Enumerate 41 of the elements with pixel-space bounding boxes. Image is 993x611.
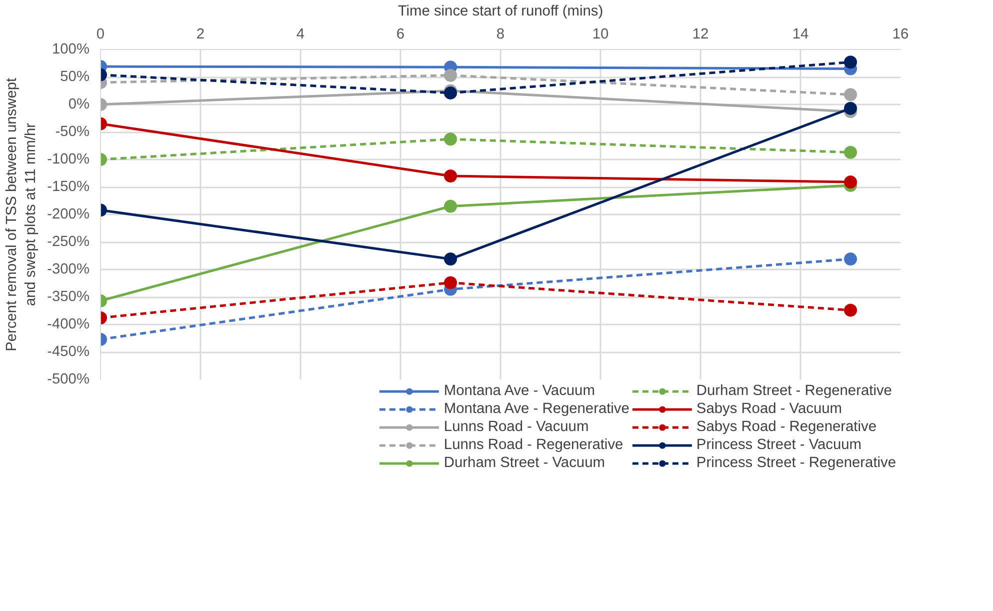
x-axis-title: Time since start of runoff (mins) [398, 4, 604, 20]
y-tick-label: -500% [47, 372, 90, 388]
x-tick-label: 10 [592, 26, 609, 42]
y-tick-label: -450% [47, 344, 90, 360]
legend-label: Durham Street - Vacuum [444, 455, 605, 471]
legend-label: Lunns Road - Regenerative [444, 437, 624, 453]
legend-label: Princess Street - Regenerative [696, 455, 896, 471]
legend-label: Princess Street - Vacuum [696, 437, 862, 453]
legend-label: Lunns Road - Vacuum [444, 419, 589, 435]
x-tick-label: 6 [396, 26, 405, 42]
point [844, 252, 857, 266]
legend-label: Durham Street - Regenerative [696, 383, 892, 399]
x-tick-label: 8 [496, 26, 505, 42]
y-tick-label: -50% [55, 124, 90, 140]
y-tick-label: 100% [52, 42, 90, 58]
point [844, 88, 857, 102]
x-tick-label: 0 [96, 26, 105, 42]
legend-label: Montana Ave - Regenerative [444, 401, 630, 417]
y-tick-label: 50% [60, 69, 90, 85]
y-tick-label: -300% [47, 262, 90, 278]
point [844, 304, 857, 317]
x-tick-label: 14 [792, 26, 809, 42]
x-tick-label: 16 [892, 26, 909, 42]
x-tick-label: 4 [296, 26, 305, 42]
y-tick-label: -200% [47, 206, 90, 222]
y-tick-label: -350% [47, 289, 90, 305]
y-tick-label: 0% [68, 96, 90, 112]
x-tick-label: 12 [692, 26, 709, 42]
legend-label: Montana Ave - Vacuum [444, 383, 595, 399]
y-tick-label: -150% [47, 179, 90, 195]
point [844, 146, 857, 159]
legend-label: Sabys Road - Vacuum [696, 401, 842, 417]
y-axis-title: Percent removal of TSS between unswept and swept plots at 11 mm/hr [4, 78, 40, 352]
y-tick-label: -250% [47, 234, 90, 250]
x-tick-label: 2 [196, 26, 205, 42]
point [844, 102, 857, 115]
y-tick-label: -400% [47, 316, 90, 332]
point [844, 56, 857, 69]
y-tick-label: -100% [47, 152, 90, 168]
point [844, 176, 857, 189]
legend-label: Sabys Road - Regenerative [696, 419, 876, 435]
